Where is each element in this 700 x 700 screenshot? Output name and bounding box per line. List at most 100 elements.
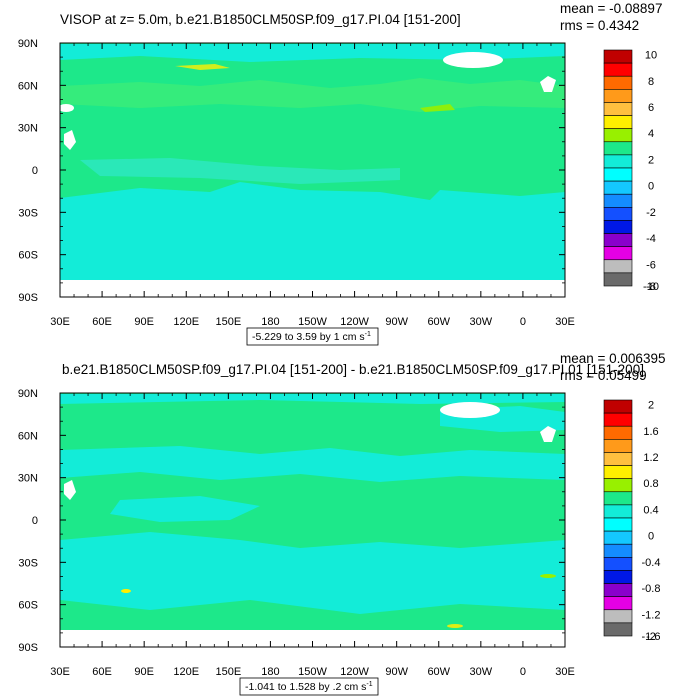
- panel-2-x-tick-label: 30E: [50, 666, 70, 678]
- panel-1-colorbar-swatch: [603, 141, 633, 156]
- panel-2-indian-ocean-region: [110, 496, 260, 522]
- panel-2-colorbar-swatch: [603, 609, 633, 624]
- panel-1-colorbar-label: -8: [646, 281, 656, 293]
- panel-1-title: VISOP at z= 5.0m, b.e21.B1850CLM50SP.f09…: [60, 12, 461, 27]
- panel-2-colorbar-label: 2: [648, 400, 654, 412]
- panel-2-x-tick-label: 90W: [385, 666, 408, 678]
- panel-2-colorbar-label: 0.8: [643, 478, 658, 490]
- panel-2-colorbar-label: 1.6: [643, 426, 658, 438]
- panel-2: b.e21.B1850CLM50SP.f09_g17.PI.04 [151-20…: [18, 351, 665, 696]
- panel-2-colorbar-swatch: [603, 557, 633, 571]
- panel-2-iceland: [540, 426, 556, 442]
- panel-2-colorbar-label: 1.2: [643, 452, 658, 464]
- panel-2-colorbar-swatch: [603, 517, 633, 532]
- panel-1-colorbar-swatch: [603, 233, 633, 247]
- panel-1-y-tick-label: 90N: [18, 38, 38, 50]
- panel-2-y-tick-label: 60S: [18, 600, 38, 612]
- panel-1-colorbar-swatch: [603, 62, 633, 77]
- panel-1-colorbar-swatch: [603, 180, 633, 195]
- panel-1-colorbar-swatch: [603, 220, 633, 234]
- panel-1-colorbar-label: 6: [648, 102, 654, 114]
- panel-1-colorbar-swatch: [603, 207, 633, 221]
- panel-2-colorbar-swatch: [603, 478, 633, 493]
- panel-1-colorbar-swatch: [603, 193, 633, 208]
- panel-2-map: [59, 392, 566, 648]
- panel-1-colorbar-label: -6: [646, 259, 656, 271]
- panel-2-madagascar: [64, 480, 76, 500]
- panel-2-southern-band: [60, 532, 565, 614]
- panel-2-x-tick-label: 30E: [555, 666, 575, 678]
- panel-2-colorbar-label: -1.6: [642, 631, 661, 643]
- panel-2-colorbar-swatch: [603, 491, 633, 506]
- panel-1-y-tick-label: 90S: [18, 292, 38, 304]
- panel-1-equatorial-band: [80, 158, 400, 184]
- panel-1-colorbar-label: 10: [645, 50, 657, 62]
- panel-1: VISOP at z= 5.0m, b.e21.B1850CLM50SP.f09…: [18, 1, 662, 346]
- panel-1-x-tick-label: 30W: [470, 316, 493, 328]
- panel-2-colorbar-swatch: [603, 570, 633, 584]
- panel-1-madagascar: [64, 130, 76, 150]
- panel-1-colorbar-swatch: [603, 272, 633, 287]
- panel-1-x-axis: 30E 60E 90E 120E 150E 180 150W 120W 90W 60W 30W 0 30…: [50, 43, 575, 328]
- panel-1-colorbar-swatch: [603, 102, 633, 116]
- panel-1-y-axis: 90N 60N 30N 0 30S 60S 90S: [18, 38, 565, 304]
- panel-2-y-tick-label: 30S: [18, 557, 38, 569]
- panel-2-x-tick-label: 150E: [215, 666, 241, 678]
- panel-1-info-frame: [246, 327, 379, 346]
- panel-1-mean: mean = -0.08897: [560, 1, 662, 16]
- panel-2-x-tick-label: 90E: [134, 666, 154, 678]
- panel-2-colorbar-label: -0.4: [642, 557, 661, 569]
- panel-1-colorbar-swatch: [603, 154, 633, 169]
- panel-2-colorbar-swatch: [603, 412, 633, 427]
- panel-2-x-tick-label: 180: [261, 666, 279, 678]
- panel-2-x-tick-label: 120W: [340, 666, 369, 678]
- panel-1-y-tick-label: 60S: [18, 250, 38, 262]
- panel-2-colorbar-label: -1.2: [642, 609, 661, 621]
- panel-1-x-tick-label: 60W: [427, 316, 450, 328]
- panel-1-land-patch: [58, 104, 74, 112]
- panel-2-colorbar-swatch: [603, 622, 633, 637]
- panel-2-y-tick-label: 60N: [18, 430, 38, 442]
- panel-2-y-tick-label: 90N: [18, 388, 38, 400]
- panel-2-x-axis: 30E 60E 90E 120E 150E 180 150W 120W 90W 60W 30W 0 30…: [50, 393, 575, 678]
- panel-2-x-tick-label: 60W: [427, 666, 450, 678]
- panel-1-greenland: [443, 52, 503, 68]
- panel-1-colorbar-swatch: [603, 246, 633, 261]
- panel-1-colorbar-swatch: [603, 49, 633, 64]
- panel-1-x-tick-label: 150W: [298, 316, 327, 328]
- panel-2-colorbar-swatch: [603, 452, 633, 466]
- panel-1-x-tick-label: 120W: [340, 316, 369, 328]
- panel-2-anomaly-patch: [447, 624, 463, 628]
- panel-2-x-tick-label: 30W: [470, 666, 493, 678]
- panel-1-x-tick-label: 120E: [173, 316, 199, 328]
- panel-1-colorbar: 10 8 6 4 2 0 -2 -4 -6 -8-10: [603, 49, 659, 293]
- panel-1-anomaly-patch: [175, 64, 230, 70]
- panel-1-x-tick-label: 90W: [385, 316, 408, 328]
- panel-1-colorbar-label: -10: [643, 281, 659, 293]
- panel-2-colorbar-swatch: [603, 530, 633, 545]
- panel-2-x-tick-label: 120E: [173, 666, 199, 678]
- panel-1-colorbar-swatch: [603, 259, 633, 274]
- panel-1-info-label: -5.229 to 3.59 by 1 cm s-1: [252, 331, 371, 343]
- panel-2-rms: rms = 0.05499: [560, 368, 647, 383]
- panel-1-info-box: -5.229 to 3.59 by 1 cm s-1: [246, 327, 379, 346]
- panel-2-colorbar-swatch: [603, 504, 633, 519]
- panel-2-colorbar: 2 1.6 1.2 0.8 0.4 0 -0.4 -0.8 -1.2 -1.6-2: [603, 400, 661, 643]
- panel-1-iceland: [540, 76, 556, 92]
- panel-1-colorbar-label: 2: [648, 154, 654, 166]
- panel-1-y-tick-label: 30S: [18, 207, 38, 219]
- panel-1-x-tick-label: 0: [520, 316, 526, 328]
- panel-1-colorbar-swatch: [603, 167, 633, 182]
- panel-1-x-tick-label: 30E: [555, 316, 575, 328]
- panel-1-anomaly-patch: [420, 104, 455, 112]
- panel-1-colorbar-swatch: [603, 115, 633, 129]
- panel-2-title: b.e21.B1850CLM50SP.f09_g17.PI.04 [151-20…: [62, 362, 644, 377]
- panel-1-southern-ocean-region: [60, 182, 565, 280]
- panel-1-colorbar-label: 4: [648, 128, 654, 140]
- panel-2-mean: mean = 0.006395: [560, 351, 665, 366]
- panel-1-colorbar-label: -4: [646, 233, 656, 245]
- panel-2-colorbar-swatch: [603, 439, 633, 453]
- panel-2-x-tick-label: 60E: [92, 666, 112, 678]
- panel-2-y-tick-label: 90S: [18, 642, 38, 654]
